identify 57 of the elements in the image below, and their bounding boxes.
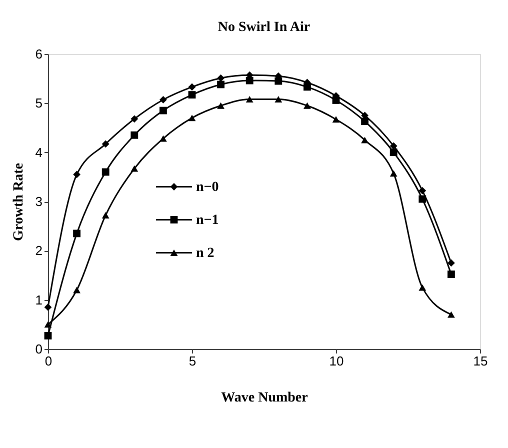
point [303, 102, 311, 109]
y-axis-title: Growth Rate [11, 163, 26, 241]
point [159, 96, 167, 104]
legend-label: n 2 [196, 246, 214, 261]
point [130, 131, 138, 139]
point [188, 114, 196, 122]
point [44, 304, 52, 311]
y-tick-label: 3 [35, 194, 42, 209]
point [130, 165, 138, 172]
x-axis-title: Wave Number [221, 390, 308, 406]
point [73, 230, 81, 238]
legend-label: n−0 [196, 180, 219, 195]
point [274, 77, 282, 85]
point [217, 74, 225, 82]
point [332, 96, 340, 104]
point [390, 170, 398, 177]
y-tick-label: 2 [35, 243, 42, 258]
point [102, 140, 110, 148]
point [361, 136, 369, 144]
point [44, 332, 52, 340]
point [418, 195, 426, 203]
point [447, 259, 455, 267]
chart-title: No Swirl In Air [218, 20, 310, 35]
point [102, 168, 110, 176]
point [73, 170, 81, 178]
point [130, 115, 138, 123]
point [159, 106, 167, 114]
x-tick-label: 5 [188, 354, 196, 368]
point [102, 212, 110, 218]
x-tick-label: 15 [473, 354, 488, 368]
point [303, 83, 311, 91]
point [44, 321, 52, 328]
x-tick-label: 10 [329, 354, 344, 368]
point [390, 142, 398, 150]
point [73, 286, 81, 294]
point [217, 102, 225, 109]
y-tick-label: 0 [35, 342, 42, 356]
point [246, 96, 254, 102]
point [418, 186, 426, 194]
point [159, 135, 167, 142]
point [217, 80, 225, 88]
y-tick-label: 4 [35, 144, 42, 160]
x-tick-label: 0 [44, 354, 52, 368]
point [188, 91, 196, 99]
y-tick-label: 6 [35, 46, 42, 62]
point [274, 96, 282, 102]
point [332, 116, 340, 123]
legend-label: n−1 [196, 212, 219, 228]
point [188, 83, 196, 91]
point [447, 311, 455, 318]
point [361, 118, 369, 126]
y-tick-label: 1 [35, 292, 42, 308]
y-tick-label: 5 [35, 96, 42, 111]
point [447, 270, 455, 278]
point [418, 284, 426, 291]
point [246, 76, 254, 84]
point [390, 148, 398, 156]
